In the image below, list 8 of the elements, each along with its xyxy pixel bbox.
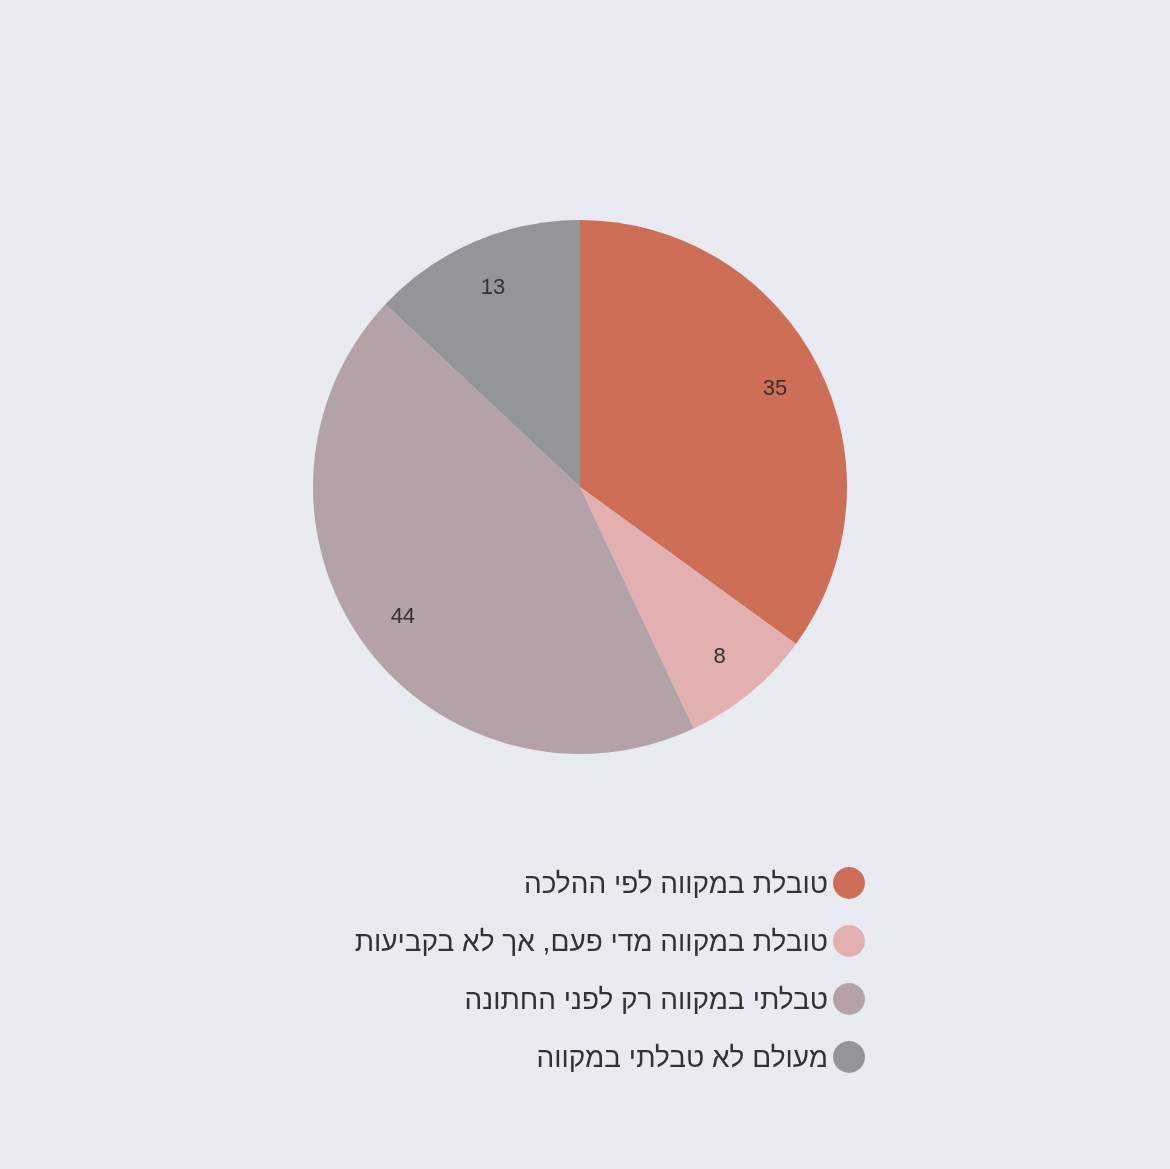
legend-label: טובלת במקווה לפי ההלכה (523, 867, 828, 899)
legend-label: טבלתי במקווה רק לפני החתונה (464, 983, 828, 1015)
legend-label: מעולם לא טבלתי במקווה (536, 1041, 828, 1073)
legend-label: טובלת במקווה מדי פעם, אך לא בקביעות (354, 925, 828, 957)
data-label: 44 (390, 603, 416, 629)
data-label: 13 (480, 273, 506, 299)
data-label: 35 (762, 375, 788, 401)
data-label: 8 (713, 643, 726, 669)
